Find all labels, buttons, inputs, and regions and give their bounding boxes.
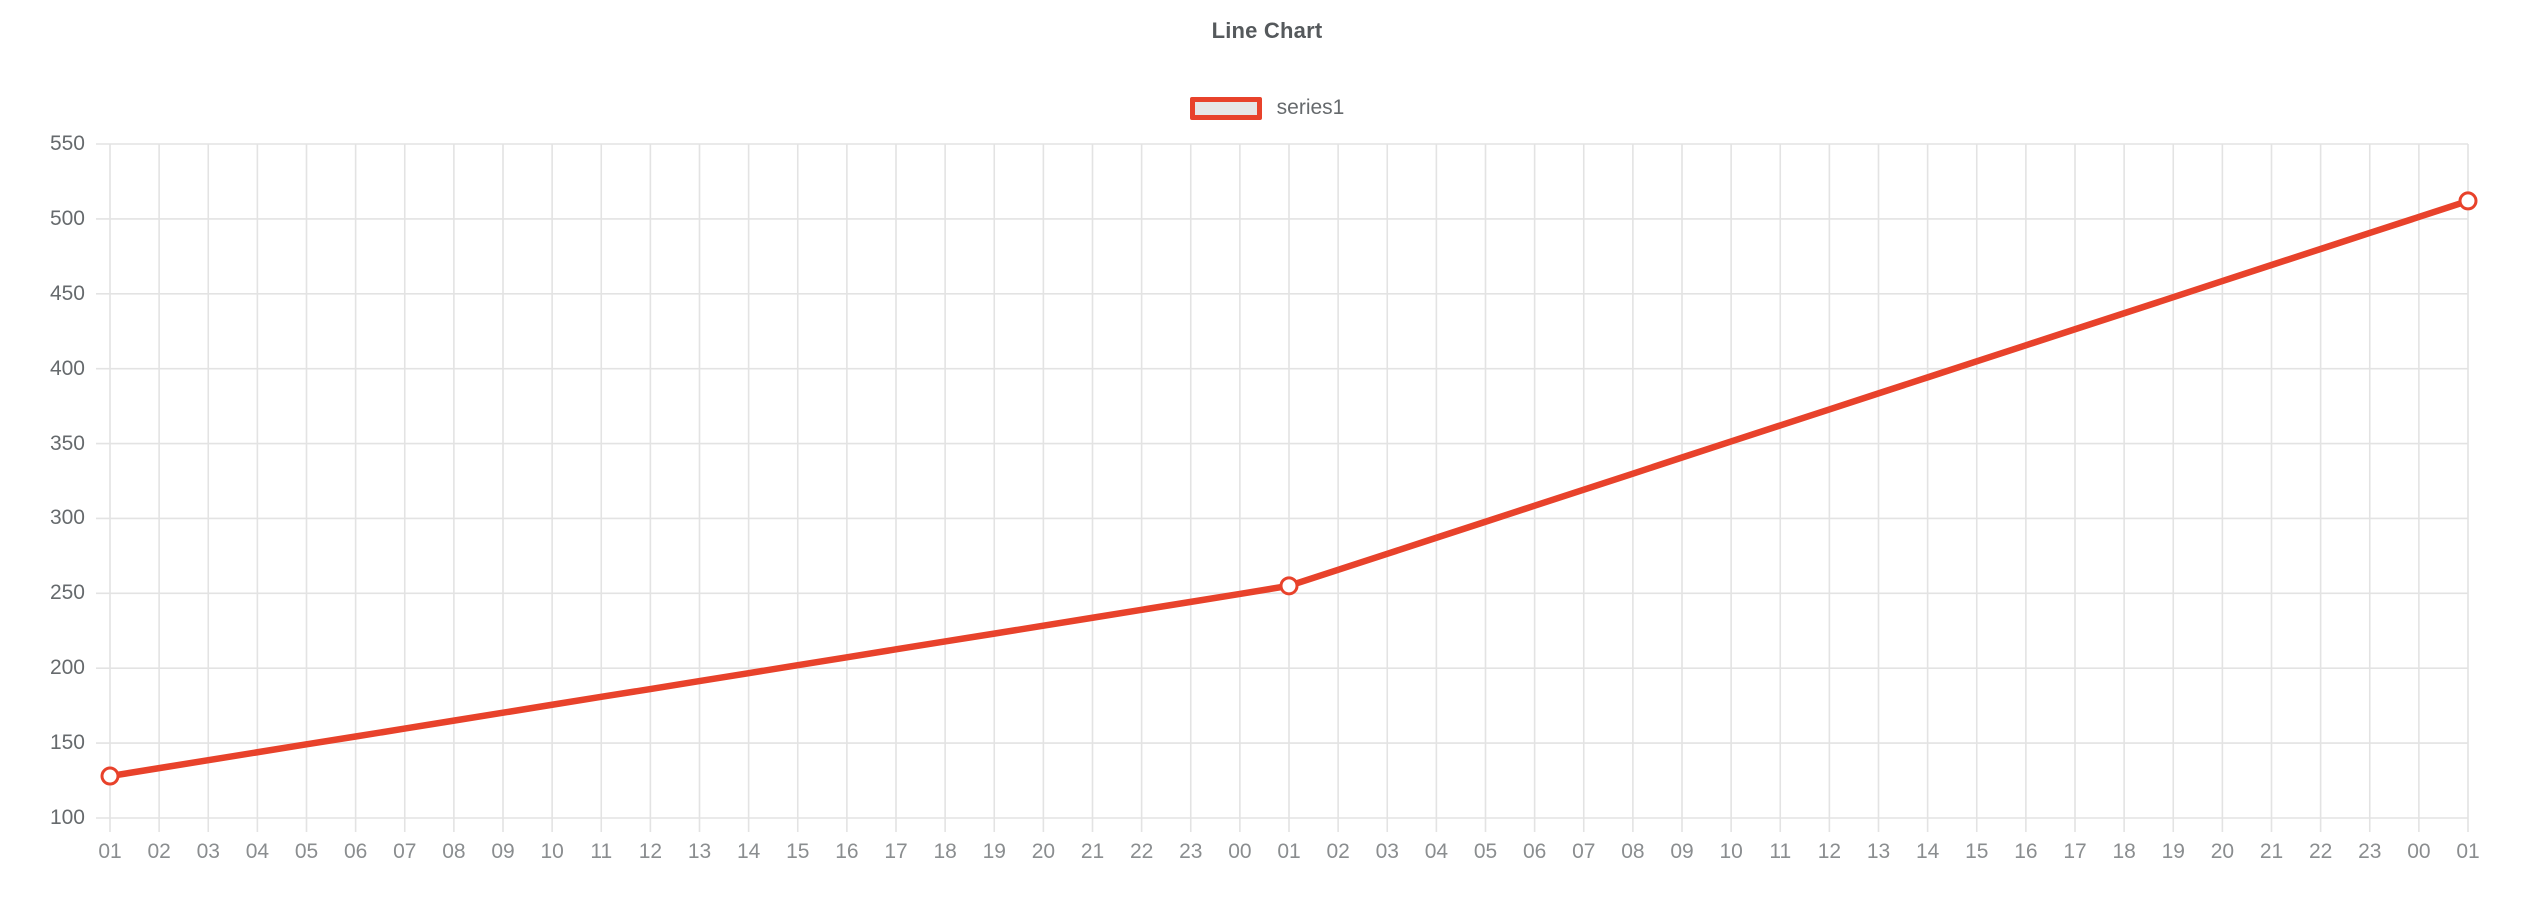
x-axis-tick-label: 21 xyxy=(2259,840,2284,863)
x-axis-tick-label: 12 xyxy=(1817,840,1842,863)
chart-legend: series1 xyxy=(0,96,2534,120)
x-axis-tick-label: 13 xyxy=(1866,840,1891,863)
legend-item-label: series1 xyxy=(1276,96,1345,119)
x-axis-tick-label: 22 xyxy=(1129,840,1154,863)
x-axis-tick-label: 08 xyxy=(1621,840,1645,863)
x-axis-tick-label: 04 xyxy=(1424,840,1449,863)
x-axis-tick-label: 01 xyxy=(98,840,122,863)
x-axis-tick-label: 11 xyxy=(1769,840,1792,863)
x-axis-tick-label: 10 xyxy=(1719,840,1743,863)
x-axis-tick-label: 07 xyxy=(393,840,417,863)
x-axis-tick-label: 00 xyxy=(1228,840,1252,863)
x-axis-tick-label: 14 xyxy=(1915,840,1940,863)
x-axis-tick-label: 04 xyxy=(245,840,270,863)
x-axis-tick-label: 09 xyxy=(1670,840,1694,863)
x-axis-tick-label: 20 xyxy=(1031,840,1056,863)
data-point-marker[interactable] xyxy=(2458,191,2478,211)
x-axis-tick-label: 23 xyxy=(2358,840,2382,863)
x-axis-tick-label: 10 xyxy=(540,840,564,863)
y-axis-tick-label: 500 xyxy=(49,206,85,230)
x-axis-tick-label: 15 xyxy=(786,840,810,863)
x-axis-tick-label: 11 xyxy=(590,840,613,863)
x-axis-tick-label: 17 xyxy=(2063,840,2087,863)
x-axis-tick-label: 13 xyxy=(687,840,712,863)
x-axis-tick-label: 05 xyxy=(294,840,319,863)
x-axis-tick-label: 00 xyxy=(2407,840,2431,863)
x-axis-tick-label: 01 xyxy=(1277,840,1301,863)
legend-swatch-icon xyxy=(1189,96,1262,120)
chart-title: Line Chart xyxy=(1211,18,1323,43)
x-axis-tick-label: 01 xyxy=(2456,840,2480,863)
data-point-marker[interactable] xyxy=(100,766,120,786)
vertical-gridlines xyxy=(109,144,2469,832)
x-axis-tick-label: 18 xyxy=(933,840,957,863)
x-axis-tick-label: 07 xyxy=(1572,840,1596,863)
x-axis-tick-label: 09 xyxy=(491,840,515,863)
x-axis-tick-label: 05 xyxy=(1473,840,1498,863)
x-axis-tick-label: 14 xyxy=(736,840,761,863)
y-axis-tick-label: 250 xyxy=(49,581,85,605)
x-axis-tick-label: 08 xyxy=(442,840,466,863)
y-axis-tick-label: 200 xyxy=(49,656,85,680)
x-axis-tick-label: 17 xyxy=(884,840,908,863)
x-axis-tick-label: 16 xyxy=(2014,840,2038,863)
legend-item-series1[interactable]: series1 xyxy=(1189,96,1345,120)
x-axis-tick-label: 06 xyxy=(343,840,368,863)
x-axis-tick-label: 16 xyxy=(835,840,859,863)
horizontal-gridlines xyxy=(96,143,2468,819)
y-axis-tick-label: 300 xyxy=(49,506,85,530)
data-point-marker[interactable] xyxy=(1279,576,1299,596)
x-axis-tick-label: 23 xyxy=(1179,840,1203,863)
y-axis-tick-label: 400 xyxy=(49,356,85,380)
x-axis-tick-label: 20 xyxy=(2210,840,2235,863)
series-markers xyxy=(100,191,2478,786)
x-axis-tick-label: 15 xyxy=(1965,840,1989,863)
x-axis-tick-label: 19 xyxy=(2161,840,2185,863)
x-axis-tick-label: 02 xyxy=(147,840,171,863)
x-axis-tick-label: 21 xyxy=(1080,840,1105,863)
x-axis-tick-label: 03 xyxy=(1375,840,1399,863)
x-axis-tick-label: 19 xyxy=(982,840,1006,863)
x-axis-tick-label: 02 xyxy=(1326,840,1350,863)
y-axis-tick-label: 100 xyxy=(49,806,85,829)
x-axis-tick-label: 12 xyxy=(638,840,663,863)
y-axis-tick-label: 450 xyxy=(49,281,85,305)
x-axis-tick-label: 18 xyxy=(2112,840,2136,863)
y-axis-tick-label: 150 xyxy=(49,731,85,755)
y-axis-tick-label: 350 xyxy=(49,431,85,455)
x-axis-tick-label: 22 xyxy=(2308,840,2333,863)
y-axis-tick-label: 550 xyxy=(49,132,85,155)
x-axis-tick-label: 03 xyxy=(196,840,220,863)
x-axis-tick-label: 06 xyxy=(1522,840,1547,863)
